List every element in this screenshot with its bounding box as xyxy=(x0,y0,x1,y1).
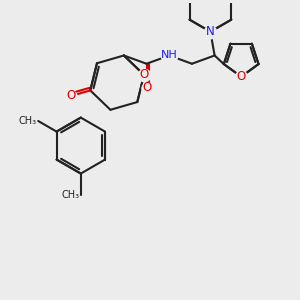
Text: O: O xyxy=(66,89,76,103)
Text: NH: NH xyxy=(161,50,178,61)
Text: O: O xyxy=(142,81,151,94)
Text: O: O xyxy=(236,70,246,83)
Text: O: O xyxy=(140,68,148,81)
Text: CH₃: CH₃ xyxy=(61,190,79,200)
Text: N: N xyxy=(206,25,215,38)
Text: CH₃: CH₃ xyxy=(19,116,37,126)
